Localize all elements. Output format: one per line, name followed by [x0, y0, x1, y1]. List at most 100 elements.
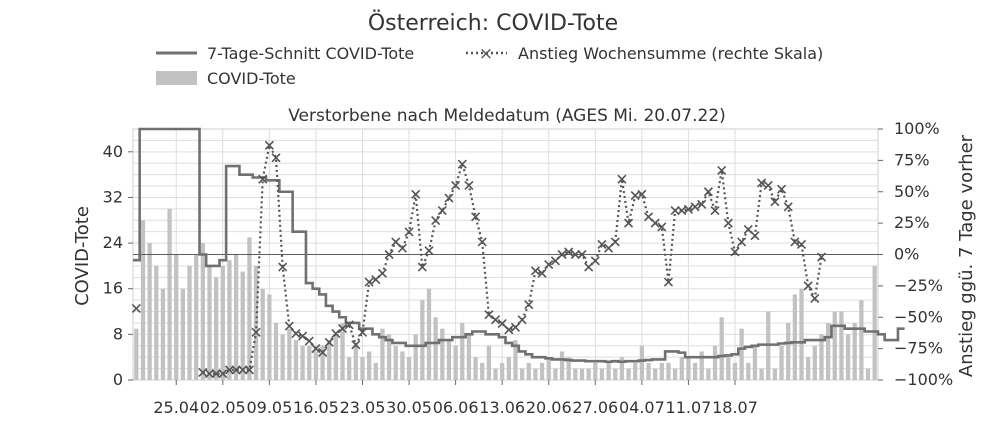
legend-bars-label: COVID-Tote — [207, 69, 296, 88]
x-tick-label: 20.06 — [526, 398, 572, 417]
pct-marker — [291, 328, 301, 339]
bar-covid-tote — [406, 357, 412, 380]
pct-marker — [663, 277, 674, 287]
y2-axis-label: Anstieg ggü. 7 Tage vorher — [956, 134, 977, 377]
pct-marker — [444, 193, 454, 203]
bar-covid-tote — [353, 345, 358, 380]
bar-covid-tote — [174, 254, 179, 380]
bar-covid-tote — [839, 311, 844, 380]
bar-covid-tote — [706, 368, 711, 380]
x-tick-label: 16.05 — [293, 398, 339, 417]
bar-covid-tote — [825, 322, 831, 380]
bar-covid-tote — [360, 357, 365, 380]
bar-covid-tote — [586, 368, 591, 380]
pct-marker — [457, 159, 467, 169]
pct-marker — [204, 369, 215, 379]
legend-avg-label: 7-Tage-Schnitt COVID-Tote — [207, 44, 414, 63]
x-tick-label: 06.06 — [433, 398, 479, 417]
bar-covid-tote — [845, 334, 851, 380]
bar-covid-tote — [593, 362, 598, 380]
chart-title: Österreich: COVID-Tote — [368, 10, 618, 36]
bar-covid-tote — [480, 362, 485, 380]
bar-covid-tote — [672, 368, 678, 380]
bar-covid-tote — [832, 311, 837, 380]
bar-covid-tote — [220, 265, 225, 380]
bar-covid-tote — [214, 277, 219, 380]
pct-marker — [776, 184, 787, 194]
bar-covid-tote — [247, 237, 252, 380]
pct-marker — [504, 325, 514, 335]
pct-marker — [231, 365, 241, 375]
pct-marker — [404, 227, 414, 237]
bar-covid-tote — [347, 357, 352, 380]
pct-marker — [411, 189, 421, 199]
bar-covid-tote — [293, 340, 299, 380]
pct-marker — [284, 321, 294, 331]
bar-covid-tote — [799, 288, 804, 380]
pct-marker — [783, 202, 793, 212]
bar-covid-tote — [227, 260, 232, 380]
bar-covid-tote — [606, 362, 611, 380]
bar-covid-tote — [859, 300, 864, 380]
bar-covid-tote — [872, 265, 877, 380]
plot-area: 0 8 16 24 32 40 −100% −75% −50% −25% 0% 25% 50% 75% 10… — [103, 119, 954, 417]
bar-covid-tote — [380, 328, 385, 380]
x-tick-label: 23.05 — [340, 398, 386, 417]
pct-marker — [703, 187, 713, 197]
bar-covid-tote — [433, 317, 438, 380]
pct-marker — [524, 300, 534, 310]
bar-covid-tote — [440, 328, 445, 380]
pct-marker — [451, 180, 461, 191]
bar-covid-tote — [486, 345, 491, 380]
bar-covid-tote — [712, 345, 718, 380]
y-tick-label: 8 — [113, 324, 123, 343]
bar-covid-tote — [559, 351, 565, 380]
pct-marker — [530, 266, 540, 276]
bar-covid-tote — [786, 322, 791, 380]
bar-covid-tote — [327, 340, 332, 380]
bar-covid-tote — [420, 300, 425, 380]
bar-covid-tote — [180, 288, 186, 380]
bar-covid-tote — [460, 322, 465, 380]
pct-marker — [723, 218, 733, 228]
x-tick-label: 11.07 — [666, 398, 712, 417]
bar-covid-tote — [566, 357, 571, 380]
bar-covid-tote — [599, 368, 605, 380]
bar-covid-tote — [307, 345, 312, 380]
pct-marker — [670, 206, 680, 216]
pct-marker — [311, 344, 321, 354]
bar-covid-tote — [473, 357, 478, 380]
pct-marker — [251, 327, 261, 337]
chart-subtitle: Verstorbene nach Meldedatum (AGES Mi. 20… — [288, 106, 726, 126]
pct-marker — [318, 347, 328, 357]
pct-marker — [810, 293, 820, 303]
bar-covid-tote — [666, 362, 671, 380]
bar-covid-tote — [699, 351, 704, 380]
pct-marker — [816, 252, 827, 262]
legend-pct-label: Anstieg Wochensumme (rechte Skala) — [518, 44, 823, 63]
pct-marker — [484, 310, 494, 320]
pct-marker — [790, 237, 800, 247]
bar-covid-tote — [726, 357, 731, 380]
pct-marker — [770, 197, 780, 207]
bar-covid-tote — [739, 328, 744, 380]
bar-covid-tote — [659, 362, 664, 380]
pct-marker — [537, 268, 547, 278]
bar-covid-tote — [573, 368, 578, 380]
pct-marker — [564, 247, 574, 257]
x-tick-label: 27.06 — [572, 398, 618, 417]
pct-marker — [271, 153, 281, 163]
bar-covid-tote — [653, 368, 658, 380]
pct-marker — [757, 178, 767, 188]
bar-covid-tote — [167, 208, 172, 380]
y-tick-label: 0 — [113, 370, 123, 389]
bar-covid-tote — [426, 288, 432, 380]
bar-covid-tote — [373, 362, 378, 380]
pct-marker — [211, 369, 221, 379]
bar-covid-tote — [746, 362, 751, 380]
x-tick-label: 02.05 — [200, 398, 246, 417]
pct-marker — [657, 222, 667, 232]
bar-covid-tote — [513, 340, 518, 380]
bar-covid-tote — [533, 368, 538, 380]
pct-marker — [710, 206, 720, 216]
